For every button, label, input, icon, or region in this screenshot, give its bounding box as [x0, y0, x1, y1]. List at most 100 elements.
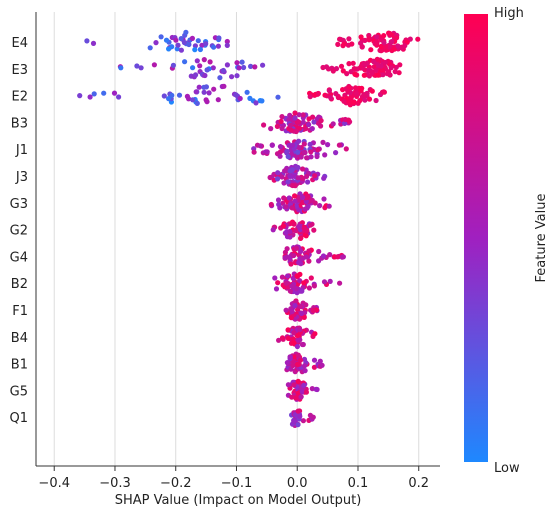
- shap-point: [211, 44, 217, 50]
- feature-label: E4: [12, 36, 29, 51]
- shap-point: [285, 382, 291, 388]
- shap-point: [311, 119, 317, 125]
- shap-point: [299, 256, 306, 262]
- shap-point: [279, 274, 285, 280]
- shap-point: [267, 174, 273, 181]
- shap-point: [303, 389, 309, 395]
- shap-point: [301, 149, 307, 155]
- shap-point: [291, 418, 297, 424]
- shap-point: [204, 67, 210, 73]
- shap-point: [317, 358, 323, 364]
- shap-point: [352, 71, 358, 77]
- shap-point: [260, 62, 266, 68]
- shap-point: [373, 41, 379, 47]
- axes: [35, 12, 440, 467]
- shap-point: [297, 125, 303, 131]
- shap-point: [333, 150, 339, 156]
- feature-label: G2: [10, 224, 28, 239]
- shap-point: [298, 154, 304, 160]
- shap-point: [193, 89, 199, 95]
- shap-point: [314, 153, 320, 160]
- shap-point: [340, 68, 346, 74]
- shap-point: [310, 414, 316, 420]
- shap-point: [291, 382, 297, 388]
- shap-point: [189, 35, 195, 42]
- shap-point: [338, 63, 345, 69]
- shap-point: [190, 65, 196, 71]
- colorbar-high-label: High: [494, 6, 524, 21]
- x-tick-label: −0.1: [221, 476, 253, 491]
- shap-point: [295, 422, 301, 428]
- shap-point: [290, 182, 296, 189]
- shap-point: [311, 283, 317, 289]
- shap-point: [118, 65, 124, 71]
- shap-point: [392, 69, 398, 75]
- shap-point: [318, 123, 324, 129]
- shap-point: [303, 302, 309, 308]
- shap-point: [285, 273, 291, 279]
- x-tick-label: −0.4: [38, 476, 70, 491]
- shap-point: [319, 362, 325, 368]
- shap-point: [315, 90, 321, 97]
- shap-point: [350, 60, 356, 66]
- shap-point: [257, 143, 263, 149]
- shap-point: [224, 62, 230, 68]
- shap-point: [307, 222, 313, 228]
- shap-point: [283, 204, 289, 210]
- shap-point: [182, 59, 188, 65]
- shap-point: [298, 235, 304, 241]
- beeswarm-points: [77, 29, 421, 428]
- shap-point: [294, 332, 301, 339]
- shap-point: [294, 361, 300, 368]
- shap-point: [304, 173, 310, 179]
- shap-point: [327, 278, 333, 284]
- shap-point: [312, 331, 318, 337]
- shap-point: [147, 45, 153, 51]
- shap-point: [305, 179, 311, 185]
- shap-point: [359, 44, 365, 50]
- shap-point: [151, 62, 157, 68]
- shap-point: [302, 126, 309, 132]
- shap-point: [361, 72, 367, 78]
- shap-point: [178, 36, 184, 42]
- shap-point: [302, 363, 308, 369]
- shap-point: [304, 227, 310, 233]
- shap-point: [292, 198, 298, 204]
- shap-point: [279, 174, 285, 180]
- shap-point: [279, 114, 285, 120]
- shap-point: [116, 94, 122, 100]
- shap-point: [300, 418, 306, 424]
- shap-point: [327, 252, 333, 258]
- shap-point: [90, 40, 97, 47]
- shap-point: [166, 46, 172, 52]
- shap-point: [322, 152, 328, 158]
- shap-point: [289, 394, 295, 400]
- shap-point: [299, 200, 305, 206]
- shap-point: [289, 205, 295, 211]
- shap-point: [352, 85, 359, 91]
- shap-point: [101, 90, 107, 96]
- shap-point: [306, 258, 312, 264]
- shap-point: [237, 95, 243, 102]
- shap-point: [284, 254, 290, 260]
- shap-point: [277, 205, 283, 211]
- shap-point: [211, 86, 217, 92]
- shap-point: [270, 227, 276, 233]
- shap-point: [201, 89, 207, 95]
- shap-point: [316, 258, 322, 264]
- shap-point: [308, 275, 314, 281]
- shap-point: [299, 389, 305, 395]
- shap-point: [291, 330, 297, 336]
- shap-point: [298, 310, 305, 317]
- shap-point: [325, 142, 331, 148]
- shap-point: [248, 63, 254, 69]
- shap-point: [186, 41, 192, 48]
- shap-point: [169, 92, 175, 98]
- shap-point: [318, 118, 324, 124]
- shap-point: [277, 153, 283, 159]
- shap-point: [301, 280, 307, 286]
- shap-point: [342, 120, 348, 126]
- shap-point: [264, 149, 270, 155]
- shap-point: [291, 340, 297, 346]
